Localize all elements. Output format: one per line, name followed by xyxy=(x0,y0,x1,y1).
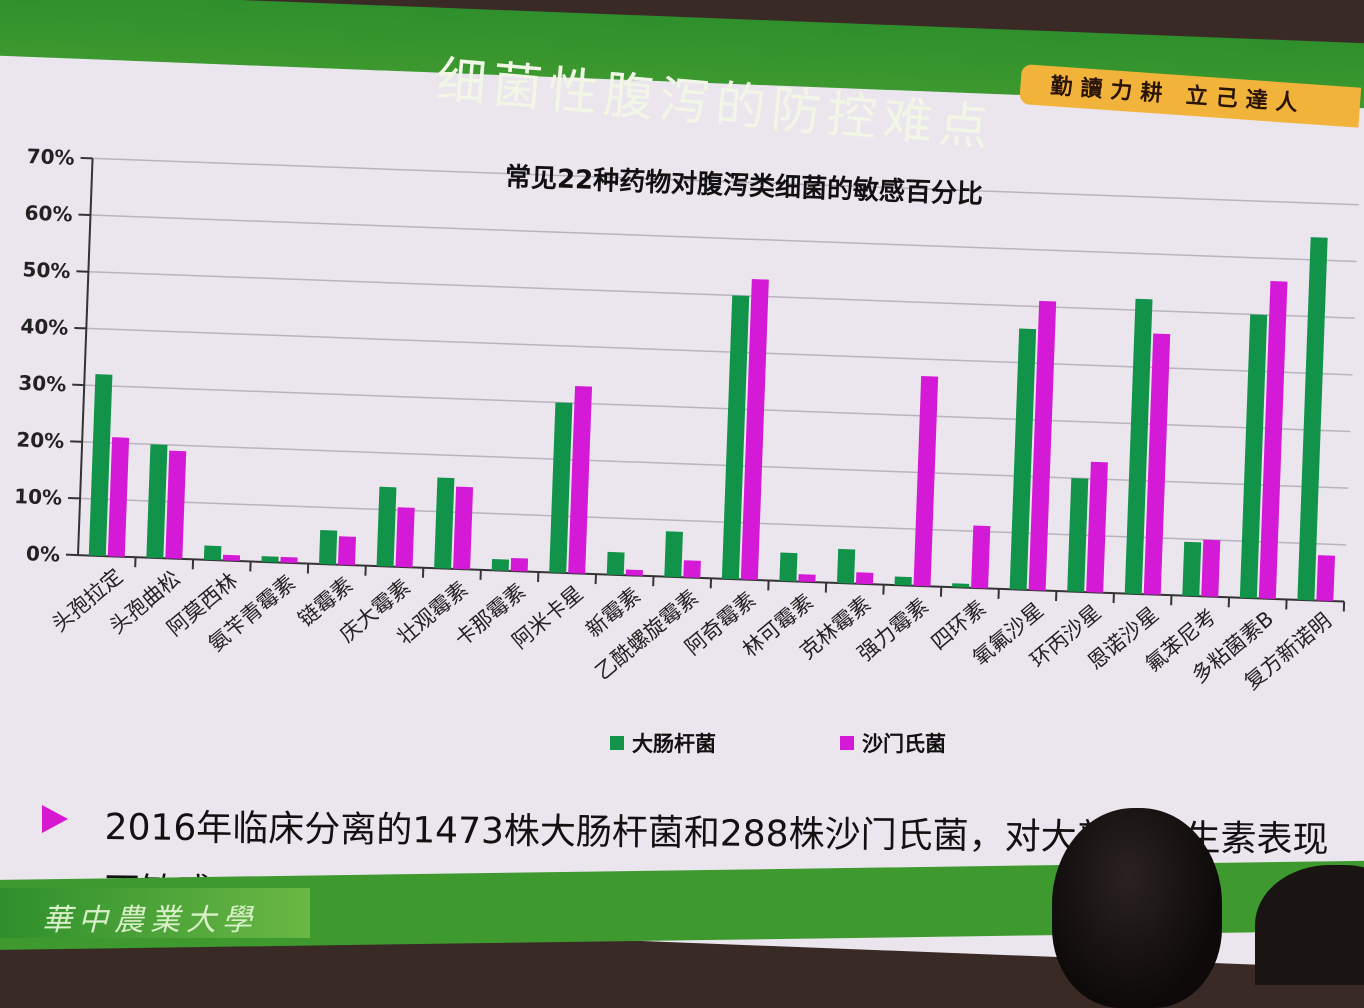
gridline xyxy=(90,215,1356,261)
bar-salmonella xyxy=(626,570,643,576)
bar-salmonella xyxy=(396,507,415,567)
legend-swatch xyxy=(840,736,854,750)
university-logo: 華中農業大學 xyxy=(42,895,258,939)
y-tick-label: 0% xyxy=(26,541,61,566)
slide: 细菌性腹泻的防控难点 勤讀力耕 立己達人 0%10%20%30%40%50%60… xyxy=(0,0,1364,932)
bar-ecoli xyxy=(549,402,572,573)
bar-ecoli xyxy=(837,549,855,584)
audience-head xyxy=(1052,808,1222,1008)
bar-salmonella xyxy=(914,376,939,586)
bar-ecoli xyxy=(146,444,167,558)
bar-salmonella xyxy=(223,555,240,561)
bar-salmonella xyxy=(453,487,473,570)
bar-salmonella xyxy=(108,437,129,557)
bar-salmonella xyxy=(1201,540,1220,597)
y-tick-label: 30% xyxy=(18,371,67,397)
chart-plot: 0% 10% 20% 30% 40% 50% 60% 70% 常见22种药物对腹泻类细菌的敏感百… xyxy=(8,144,1359,712)
bar-salmonella xyxy=(165,451,186,559)
bar-salmonella xyxy=(856,572,873,584)
bar-ecoli xyxy=(779,552,797,581)
bar-ecoli xyxy=(1067,478,1088,592)
gridline xyxy=(88,272,1354,318)
y-axis-line xyxy=(78,158,93,555)
bar-ecoli xyxy=(377,487,397,567)
bar-salmonella xyxy=(280,557,297,563)
bullet-arrow-icon xyxy=(42,805,68,833)
bar-salmonella xyxy=(798,574,815,582)
x-tick-label: 乙酰螺旋霉素 xyxy=(591,585,703,684)
bar-salmonella xyxy=(1316,555,1335,601)
legend-label: 沙门氏菌 xyxy=(862,732,946,756)
bar-ecoli xyxy=(895,577,912,586)
bar-ecoli xyxy=(607,552,625,575)
legend-swatch xyxy=(610,736,624,750)
bar-ecoli xyxy=(434,477,454,568)
y-tick-label: 10% xyxy=(14,484,63,510)
bar-salmonella xyxy=(511,558,528,572)
y-tick-label: 70% xyxy=(26,144,75,170)
bar-ecoli xyxy=(952,583,969,588)
y-tick-label: 40% xyxy=(20,314,69,340)
legend-label: 大肠杆菌 xyxy=(632,732,716,756)
chart-title: 常见22种药物对腹泻类细菌的敏感百分比 xyxy=(504,162,983,211)
y-tick-label: 50% xyxy=(22,257,71,283)
y-tick-label: 20% xyxy=(16,427,65,453)
bar-ecoli xyxy=(204,546,222,561)
bar-chart: 0% 10% 20% 30% 40% 50% 60% 70% 常见22种药物对腹泻类细菌的敏感百… xyxy=(0,0,1364,800)
bar-ecoli xyxy=(1182,542,1201,596)
bar-ecoli xyxy=(261,556,278,562)
bar-ecoli xyxy=(664,531,683,577)
bar-ecoli xyxy=(1297,237,1327,600)
bar-salmonella xyxy=(338,536,356,565)
y-tick-label: 60% xyxy=(24,201,73,227)
bar-ecoli xyxy=(492,559,509,571)
bar-salmonella xyxy=(971,526,990,589)
bar-salmonella xyxy=(683,560,701,578)
bar-salmonella xyxy=(1086,462,1108,593)
bar-ecoli xyxy=(319,530,337,565)
legend: 大肠杆菌 沙门氏菌 xyxy=(610,732,946,756)
